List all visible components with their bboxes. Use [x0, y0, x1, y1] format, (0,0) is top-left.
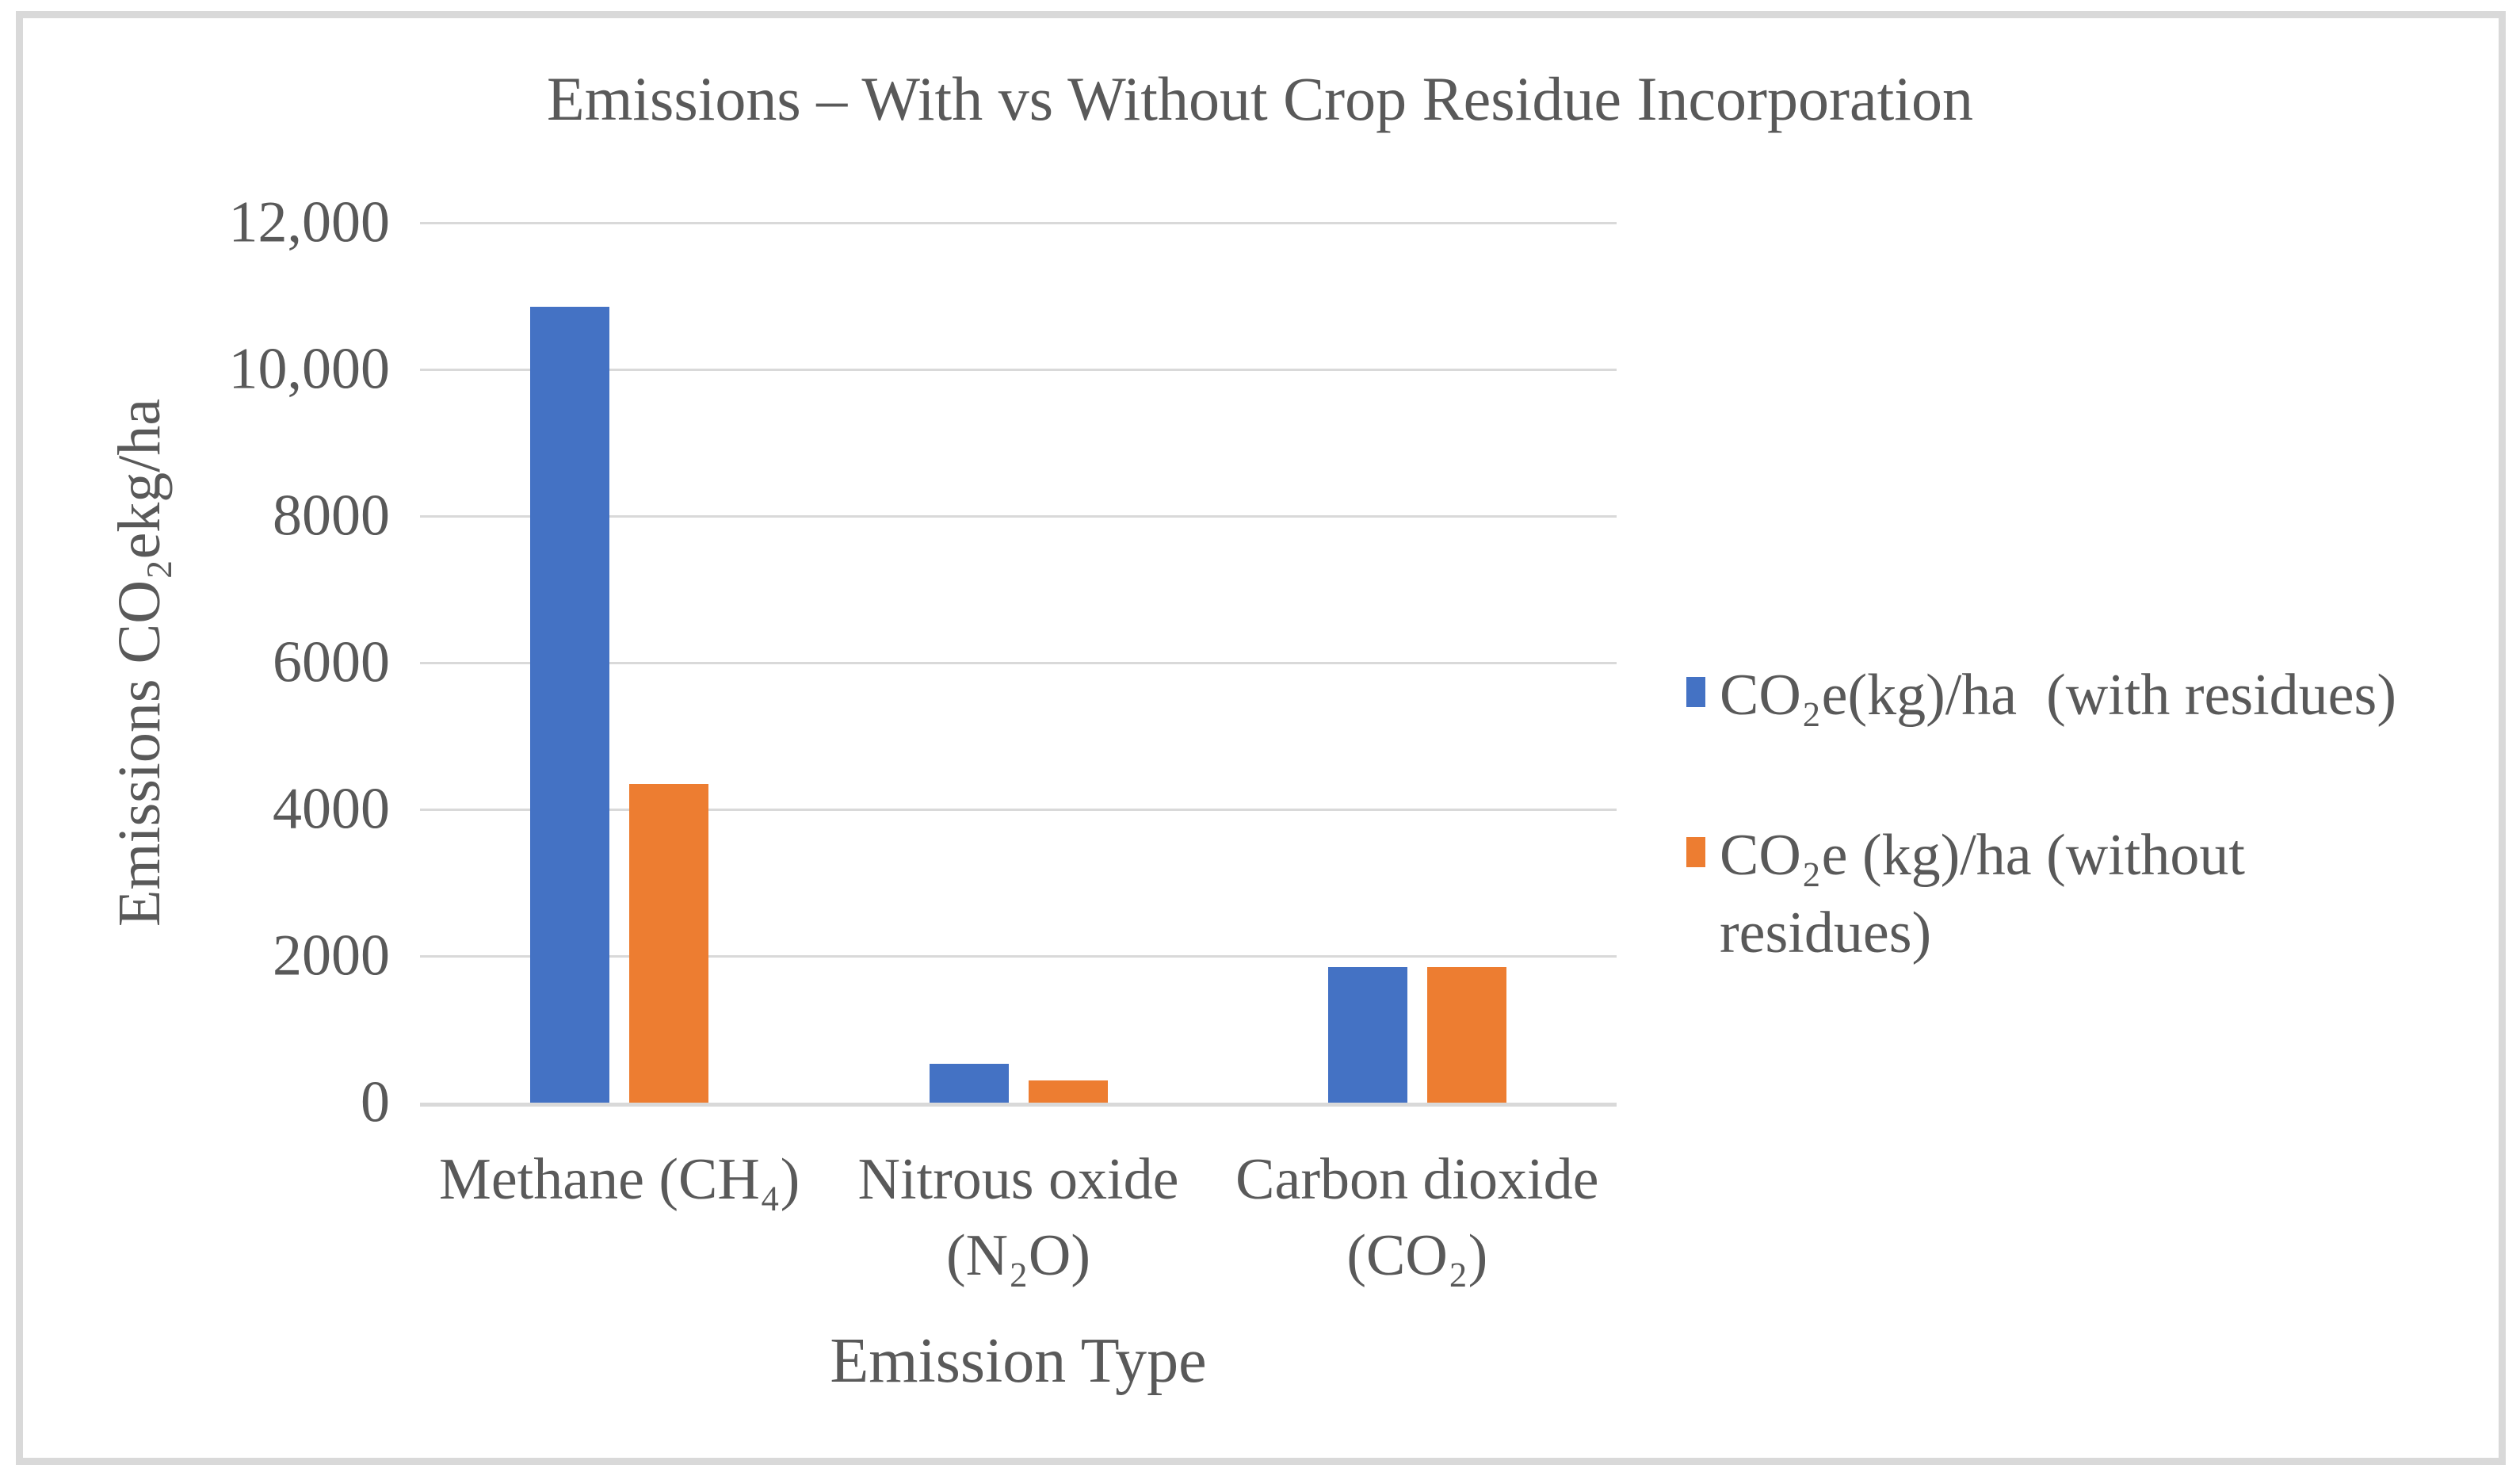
chart-title: Emissions – With vs Without Crop Residue… [547, 64, 1973, 133]
x-category-label-2: Carbon dioxide (CO₂) [1235, 1147, 1599, 1288]
bar-without-residues-0 [629, 783, 709, 1103]
legend-item-with-residues: CO₂e(kg)/ha (with residues) [1686, 656, 2495, 734]
x-axis-title: Emission Type [830, 1326, 1207, 1396]
gridline-10000 [420, 369, 1617, 371]
x-category-label-1: Nitrous oxide (N₂O) [857, 1147, 1179, 1288]
y-tick-label-0: 0 [361, 1069, 390, 1135]
chart-border [16, 11, 2506, 1465]
y-tick-label-12,000: 12,000 [228, 189, 391, 255]
y-tick-label-6000: 6000 [273, 629, 390, 695]
x-axis-category-labels: Methane (CH₄) Nitrous oxide (N₂O) Carbon di… [420, 1141, 1617, 1294]
y-tick-label-8000: 8000 [273, 483, 390, 549]
bar-with-residues-2 [1327, 966, 1407, 1103]
legend-label-without-residues-line1: CO₂e (kg)/ha (without [1720, 823, 2245, 888]
legend: CO₂e(kg)/ha (with residues) CO₂e (kg)/ha… [1686, 656, 2495, 972]
legend-label-without-residues: CO₂e (kg)/ha (without residues) [1720, 816, 2245, 972]
gridline-12000 [420, 222, 1617, 224]
bar-without-residues-1 [1028, 1080, 1108, 1103]
y-tick-label-4000: 4000 [273, 776, 390, 842]
legend-swatch-without-residues-icon [1686, 837, 1705, 867]
legend-label-with-residues: CO₂e(kg)/ha (with residues) [1720, 663, 2396, 728]
bar-with-residues-1 [929, 1063, 1009, 1103]
x-category-label-0: Methane (CH₄) [439, 1147, 800, 1212]
legend-swatch-with-residues-icon [1686, 677, 1705, 707]
gridline-6000 [420, 662, 1617, 664]
legend-label-without-residues-line2: residues) [1720, 901, 1932, 966]
bar-with-residues-0 [530, 307, 610, 1103]
gridline-2000 [420, 955, 1617, 958]
plot-area [420, 222, 1617, 1107]
gridline-8000 [420, 515, 1617, 518]
y-axis-tick-labels: 0 2000 4000 6000 8000 10,000 12,000 [119, 190, 391, 1135]
gridline-4000 [420, 809, 1617, 811]
bars-layer [420, 223, 1617, 1103]
legend-item-without-residues: CO₂e (kg)/ha (without residues) [1686, 816, 2495, 972]
y-tick-label-10,000: 10,000 [228, 336, 391, 402]
y-tick-label-2000: 2000 [273, 923, 390, 988]
bar-without-residues-2 [1426, 966, 1506, 1103]
